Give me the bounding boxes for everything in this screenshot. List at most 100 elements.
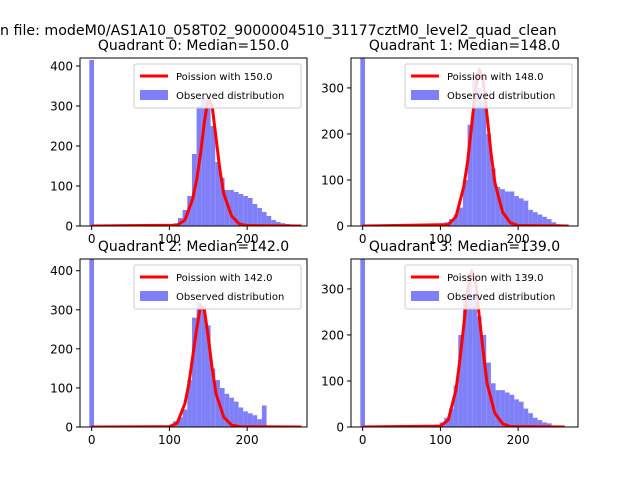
x-tick-label: 0	[359, 232, 367, 246]
histogram-bar	[523, 200, 529, 226]
x-tick-label: 200	[236, 232, 259, 246]
legend: Poission with 150.0 Observed distribution	[133, 63, 302, 109]
histogram-bar	[360, 58, 365, 226]
histogram-bar	[458, 334, 463, 427]
histogram-bar	[224, 190, 230, 226]
x-tick-label: 100	[158, 433, 181, 447]
histogram-bar	[467, 275, 473, 427]
histogram-bar	[518, 401, 524, 427]
histogram-bar	[518, 198, 524, 226]
histogram-bar	[490, 168, 496, 226]
x-tick-label: 0	[88, 232, 96, 246]
histogram-bar	[210, 368, 216, 427]
histogram-bar	[233, 192, 239, 226]
histogram-bar	[247, 198, 253, 226]
histogram-bar	[219, 178, 225, 226]
histogram-bar	[500, 390, 505, 427]
histogram-bar	[528, 209, 533, 226]
axes-frame	[350, 57, 579, 227]
y-tick-label: 100	[50, 180, 73, 194]
histogram-bar	[229, 190, 234, 226]
histogram-bar	[201, 98, 206, 226]
histogram-bar	[182, 409, 188, 427]
quadrant-0-panel: 0 100 200 0 100 200 300 400 Quadrant 0: Median=1…	[50, 38, 308, 246]
quadrant-2-panel: 0 100 200 0 100 200 300 400 Quadrant 2: Median=1…	[50, 239, 308, 447]
legend: Poission with 139.0 Observed distribution	[404, 264, 573, 310]
y-tick-label: 400	[50, 60, 73, 74]
histogram-bar	[271, 220, 276, 226]
x-tick-label: 100	[429, 232, 452, 246]
histogram-bar	[252, 204, 258, 226]
histogram-bar	[551, 222, 557, 226]
histogram-bar	[205, 325, 211, 427]
histogram-bar	[233, 401, 239, 427]
legend-label-poisson: Poission with 142.0	[176, 273, 272, 284]
histogram-bar	[243, 411, 248, 427]
histogram-bar	[453, 385, 459, 427]
legend-box	[404, 264, 573, 310]
legend-patch-swatch	[411, 90, 439, 100]
legend: Poission with 148.0 Observed distribution	[404, 63, 573, 109]
histogram-bar	[238, 194, 244, 226]
legend-label-observed: Observed distribution	[176, 91, 284, 102]
quadrant-1-panel: 0 100 200 0 100 200 300 Quadrant 1: Median=148.…	[321, 38, 579, 246]
histogram-bar	[215, 380, 220, 427]
histogram-bar	[196, 301, 202, 427]
histogram-bar	[476, 316, 482, 427]
histogram-bar	[481, 101, 487, 226]
histogram-bar	[476, 87, 482, 226]
histogram-bar	[504, 191, 510, 226]
histogram-bar	[532, 417, 538, 427]
histogram-bar	[224, 393, 230, 427]
histogram-bar	[537, 420, 543, 427]
histogram-bar	[495, 390, 501, 427]
histogram-bar	[177, 417, 183, 427]
legend-label-poisson: Poission with 139.0	[447, 273, 543, 284]
histogram-bar	[453, 214, 459, 226]
y-tick-label: 200	[50, 342, 73, 356]
legend-patch-swatch	[140, 90, 168, 100]
y-tick-label: 100	[321, 374, 344, 388]
histogram-bar	[257, 208, 262, 226]
y-tick-label: 200	[321, 127, 344, 141]
y-tick-label: 0	[65, 421, 73, 435]
histogram-bar	[257, 419, 262, 427]
y-tick-label: 0	[336, 220, 344, 234]
histogram-bar	[462, 179, 468, 226]
histogram-bar	[266, 216, 272, 226]
legend-patch-swatch	[411, 291, 439, 301]
x-tick-label: 200	[236, 433, 259, 447]
y-tick-label: 0	[336, 421, 344, 435]
histogram-bar	[187, 380, 192, 427]
histogram-bar	[229, 397, 234, 427]
histogram-bar	[509, 394, 515, 427]
histogram-bar	[537, 214, 543, 226]
histogram-bar	[191, 317, 197, 427]
histogram-bar	[210, 126, 216, 226]
y-tick-label: 200	[321, 328, 344, 342]
x-tick-label: 200	[507, 232, 530, 246]
legend-label-poisson: Poission with 150.0	[176, 72, 272, 83]
x-tick-label: 0	[359, 433, 367, 447]
panel-title: Quadrant 3: Median=139.0	[369, 239, 560, 255]
x-tick-label: 200	[507, 433, 530, 447]
histogram-bar	[205, 102, 211, 226]
x-tick-label: 100	[429, 433, 452, 447]
x-tick-label: 0	[88, 433, 96, 447]
legend-label-observed: Observed distribution	[447, 91, 555, 102]
y-tick-label: 400	[50, 264, 73, 278]
histogram-bar	[238, 407, 244, 427]
legend-box	[133, 63, 302, 109]
panel-title: Quadrant 1: Median=148.0	[369, 38, 560, 54]
histogram-bar	[509, 191, 515, 226]
histogram-bar	[458, 207, 463, 226]
y-tick-label: 0	[65, 220, 73, 234]
legend-patch-swatch	[140, 291, 168, 301]
legend-label-observed: Observed distribution	[176, 292, 284, 303]
y-tick-label: 100	[50, 381, 73, 395]
histogram-bar	[542, 422, 547, 427]
axes-frame	[79, 258, 308, 428]
histogram-bar	[247, 413, 253, 427]
histogram-bar	[467, 124, 473, 226]
